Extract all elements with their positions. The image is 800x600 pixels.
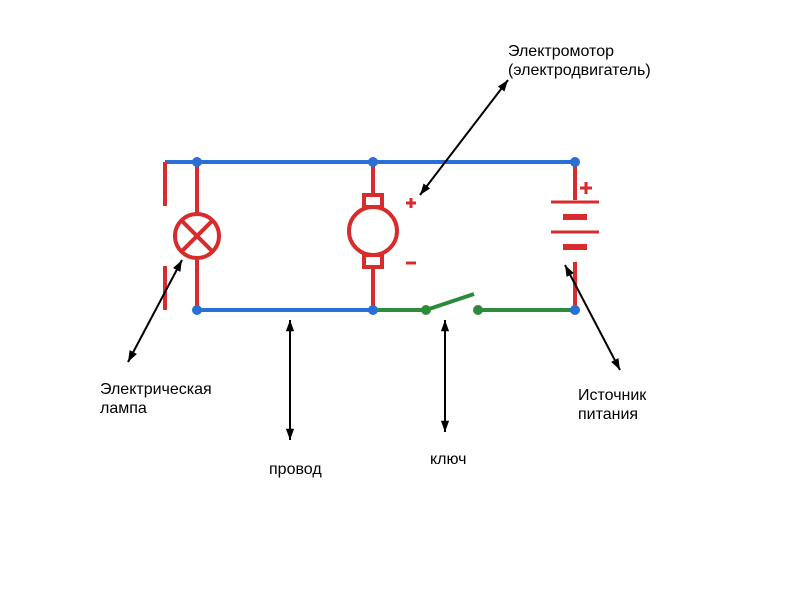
arrow-wire-tail	[286, 320, 294, 331]
arrow-motor	[420, 80, 508, 195]
node-0	[192, 157, 202, 167]
arrow-source	[565, 265, 620, 370]
label-source: Источник питания	[578, 386, 646, 424]
label-lamp-line1: Электрическая	[100, 381, 212, 398]
label-source-line1: Источник	[578, 387, 646, 404]
arrow-switch-head	[441, 421, 449, 432]
arrow-lamp	[128, 260, 182, 362]
arrow-source-tail	[565, 265, 574, 277]
motor-circle	[349, 207, 397, 255]
arrow-source-head	[611, 358, 620, 370]
switch-terminal-right	[473, 305, 483, 315]
node-4	[368, 305, 378, 315]
label-switch: ключ	[430, 450, 467, 469]
node-1	[368, 157, 378, 167]
motor-brush-top	[364, 195, 382, 207]
node-5	[570, 305, 580, 315]
label-source-line2: питания	[578, 406, 638, 423]
label-lamp-line2: лампа	[100, 400, 147, 417]
arrow-lamp-tail	[173, 260, 182, 272]
label-lamp: Электрическая лампа	[100, 380, 212, 418]
node-2	[570, 157, 580, 167]
label-wire: провод	[269, 460, 322, 479]
label-wire-text: провод	[269, 461, 322, 478]
label-motor: Электромотор (электродвигатель)	[508, 42, 651, 80]
arrow-switch-tail	[441, 320, 449, 331]
arrow-wire-head	[286, 429, 294, 440]
label-motor-line1: Электромотор	[508, 43, 614, 60]
motor-brush-bottom	[364, 255, 382, 267]
node-3	[192, 305, 202, 315]
label-switch-text: ключ	[430, 451, 467, 468]
label-motor-line2: (электродвигатель)	[508, 62, 651, 79]
arrow-lamp-head	[128, 350, 137, 362]
switch-arm	[426, 294, 474, 310]
